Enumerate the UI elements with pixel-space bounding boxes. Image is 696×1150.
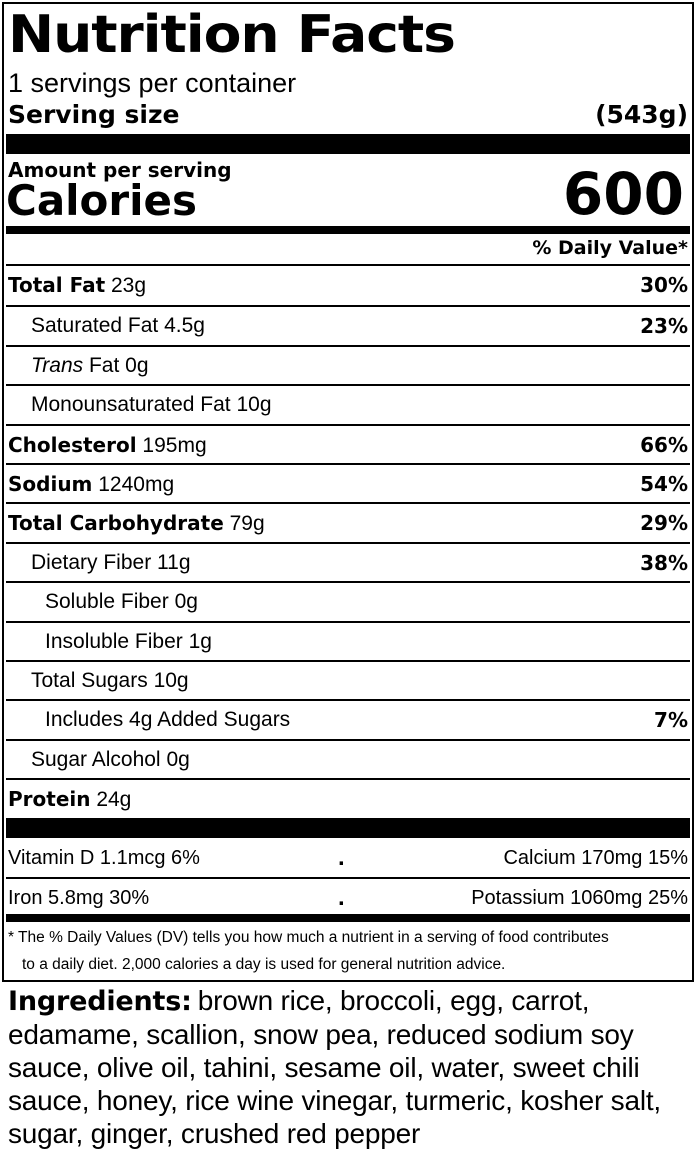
nutrient-row-insoluble-fiber: Insoluble Fiber 1g xyxy=(6,620,690,660)
nutrient-dv: 38% xyxy=(640,550,688,575)
calcium: Calcium 170mg 15% xyxy=(503,847,688,869)
nutrient-amount: 1g xyxy=(188,629,212,653)
ingredients-label: Ingredients: xyxy=(8,986,192,1017)
vitamin-row-2: Iron 5.8mg 30% . Potassium 1060mg 25% xyxy=(6,879,690,917)
nutrient-amount: 23g xyxy=(111,274,147,297)
nutrient-dv: 23% xyxy=(640,314,688,339)
label-title: Nutrition Facts xyxy=(8,5,456,65)
nutrient-name: Fat xyxy=(88,353,120,377)
medium-divider-footnote xyxy=(6,914,690,922)
nutrient-row-dietary-fiber: Dietary Fiber 11g 38% xyxy=(6,541,690,581)
daily-value-header: % Daily Value* xyxy=(532,237,688,259)
nutrient-amount: 0g xyxy=(166,747,190,771)
nutrient-row-monounsaturated-fat: Monounsaturated Fat 10g xyxy=(6,384,690,423)
thick-divider-top xyxy=(6,134,690,154)
separator-dot: . xyxy=(338,884,345,911)
nutrient-name-italic: Trans xyxy=(31,353,84,377)
nutrient-row-total-carbohydrate: Total Carbohydrate 79g 29% xyxy=(6,502,690,541)
nutrient-amount: 0g xyxy=(125,353,149,377)
calories-label: Calories xyxy=(6,176,198,225)
nutrient-amount: 10g xyxy=(236,393,272,417)
nutrient-dv: 54% xyxy=(640,471,688,496)
nutrient-name: Includes 4g Added Sugars xyxy=(45,708,291,732)
nutrient-name: Total Sugars xyxy=(31,668,148,692)
nutrient-amount: 0g xyxy=(174,590,198,614)
nutrition-facts-panel xyxy=(2,2,694,982)
nutrient-row-protein: Protein 24g xyxy=(6,778,690,817)
nutrient-row-soluble-fiber: Soluble Fiber 0g xyxy=(6,581,690,620)
nutrient-row-added-sugars: Includes 4g Added Sugars 7% xyxy=(6,699,690,738)
serving-size-row: Serving size (543g) xyxy=(8,100,688,130)
nutrient-name: Sodium xyxy=(8,471,93,496)
nutrient-name: Monounsaturated Fat xyxy=(31,393,231,417)
daily-value-footnote: * The % Daily Values (DV) tells you how … xyxy=(8,924,692,978)
divider xyxy=(6,877,690,879)
nutrient-name: Total Fat xyxy=(8,273,106,297)
nutrient-dv: 7% xyxy=(654,708,688,733)
nutrient-name: Soluble Fiber xyxy=(45,590,169,614)
nutrient-name: Total Carbohydrate xyxy=(8,511,224,536)
nutrient-row-sodium: Sodium 1240mg 54% xyxy=(6,462,690,502)
footnote-line-1: * The % Daily Values (DV) tells you how … xyxy=(8,929,609,946)
servings-per-container: 1 servings per container xyxy=(8,68,297,98)
ingredients-block: Ingredients: brown rice, broccoli, egg, c… xyxy=(8,984,692,1150)
nutrient-list: Total Fat 23g 30% Saturated Fat 4.5g 23%… xyxy=(6,266,690,817)
nutrient-name: Dietary Fiber xyxy=(31,550,152,574)
potassium: Potassium 1060mg 25% xyxy=(471,887,688,909)
separator-dot: . xyxy=(338,844,345,871)
nutrient-row-saturated-fat: Saturated Fat 4.5g 23% xyxy=(6,305,690,344)
medium-divider xyxy=(6,226,690,234)
calories-value: 600 xyxy=(562,160,684,228)
serving-size-value: (543g) xyxy=(595,100,688,129)
nutrient-name: Cholesterol xyxy=(8,432,137,457)
nutrient-amount: 195mg xyxy=(142,433,207,457)
nutrient-dv: 30% xyxy=(640,273,688,297)
nutrient-name: Protein xyxy=(8,787,91,812)
nutrient-dv: 29% xyxy=(640,511,688,536)
nutrient-row-total-fat: Total Fat 23g 30% xyxy=(6,266,690,305)
amount-per-serving: Amount per serving xyxy=(8,158,232,182)
nutrient-amount: 79g xyxy=(229,512,265,536)
nutrient-name: Sugar Alcohol xyxy=(31,747,161,771)
nutrient-row-total-sugars: Total Sugars 10g xyxy=(6,659,690,699)
vitamin-row-1: Vitamin D 1.1mcg 6% . Calcium 170mg 15% xyxy=(6,839,690,877)
serving-size-label: Serving size xyxy=(8,100,180,129)
nutrient-amount: 1240mg xyxy=(98,472,175,496)
nutrient-row-trans-fat: Trans Fat 0g xyxy=(6,344,690,384)
nutrient-dv: 66% xyxy=(640,432,688,457)
nutrient-row-cholesterol: Cholesterol 195mg 66% xyxy=(6,423,690,463)
nutrient-amount: 10g xyxy=(153,668,189,692)
nutrient-name: Saturated Fat xyxy=(31,314,159,338)
divider xyxy=(6,264,690,266)
nutrient-amount: 4.5g xyxy=(164,314,205,338)
thick-divider-vitamins xyxy=(6,818,690,838)
nutrient-amount: 11g xyxy=(157,550,191,574)
vitamin-d: Vitamin D 1.1mcg 6% xyxy=(8,847,200,869)
iron: Iron 5.8mg 30% xyxy=(8,887,150,909)
footnote-line-2: to a daily diet. 2,000 calories a day is… xyxy=(22,956,506,973)
nutrient-name: Insoluble Fiber xyxy=(45,629,183,653)
nutrient-row-sugar-alcohol: Sugar Alcohol 0g xyxy=(6,738,690,778)
nutrient-amount: 24g xyxy=(96,788,132,812)
